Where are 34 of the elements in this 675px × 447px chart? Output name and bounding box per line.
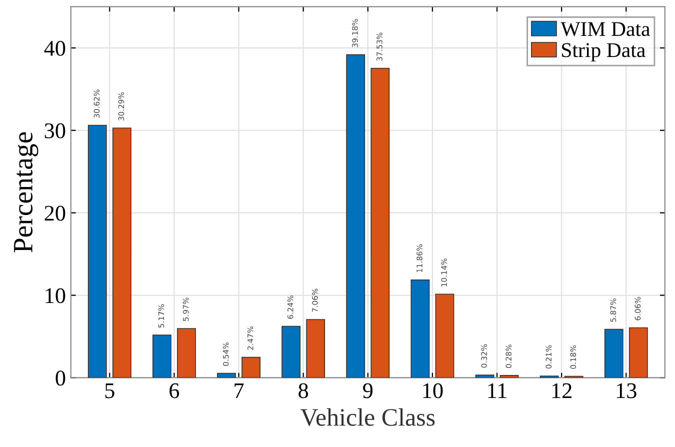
- bar: [306, 319, 326, 378]
- x-tick-label: 9: [363, 383, 373, 398]
- bar: [346, 54, 366, 378]
- bar: [475, 374, 494, 378]
- x-tick-label: 6: [170, 383, 180, 398]
- x-tick-label: 11: [488, 383, 506, 398]
- y-tick-label: 30: [44, 123, 66, 138]
- bar: [282, 326, 300, 378]
- legend-label: WIM Data: [560, 22, 650, 36]
- x-tick-label: 10: [423, 383, 443, 398]
- x-tick-label: 8: [298, 383, 308, 398]
- x-tick-label: 13: [616, 383, 636, 398]
- bar: [217, 372, 236, 378]
- bar: [435, 294, 454, 378]
- bar: [604, 328, 624, 378]
- x-axis-title: Vehicle Class: [300, 408, 435, 426]
- y-tick-label: 10: [46, 288, 66, 304]
- bar: [628, 327, 648, 378]
- bar: [112, 128, 132, 378]
- y-tick-label: 0: [56, 370, 66, 386]
- x-tick-label: 7: [234, 383, 244, 398]
- bar: [370, 68, 390, 378]
- bar: [152, 334, 172, 378]
- x-tick-label: 5: [105, 383, 114, 398]
- bar: [176, 328, 196, 378]
- bar: [410, 280, 430, 378]
- legend-label: Strip Data: [562, 43, 646, 62]
- y-tick-label: 40: [44, 40, 66, 56]
- bar: [500, 374, 519, 378]
- bar: [88, 124, 107, 378]
- x-tick-label: 12: [552, 383, 572, 398]
- bar: [242, 356, 260, 378]
- y-axis-title: Percentage: [14, 132, 38, 252]
- y-tick-label: 20: [44, 206, 66, 221]
